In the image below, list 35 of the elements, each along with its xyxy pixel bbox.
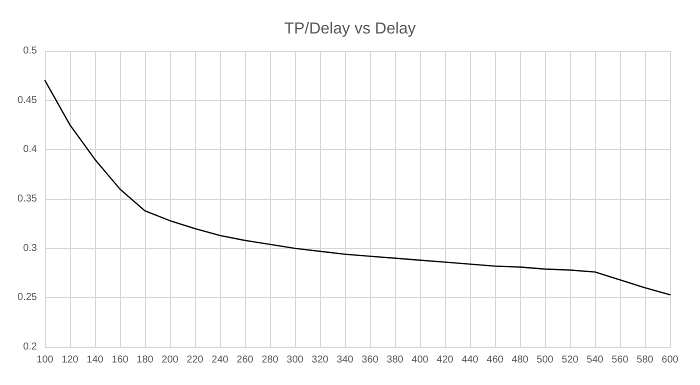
x-tick-label: 420 xyxy=(436,354,454,366)
x-tick-label: 320 xyxy=(312,354,329,366)
x-tick-label: 200 xyxy=(162,354,179,366)
x-tick-label: 380 xyxy=(386,354,404,366)
x-tick-label: 360 xyxy=(362,354,379,366)
x-tick-label: 160 xyxy=(112,354,129,366)
x-tick-label: 220 xyxy=(186,354,204,366)
y-tick-label: 0.2 xyxy=(23,342,38,352)
x-tick-label: 260 xyxy=(236,354,254,366)
y-tick-label: 0.35 xyxy=(18,194,38,204)
x-tick-label: 300 xyxy=(286,354,304,366)
line-series xyxy=(44,80,671,296)
x-tick-label: 600 xyxy=(662,354,679,366)
x-tick-label: 520 xyxy=(562,354,579,366)
chart-title: TP/Delay vs Delay xyxy=(284,20,416,38)
x-tick-label: 180 xyxy=(136,354,154,366)
x-tick-label: 460 xyxy=(486,354,504,366)
y-tick-label: 0.45 xyxy=(18,94,38,106)
y-tick-label: 0.4 xyxy=(23,144,38,156)
x-tick-label: 500 xyxy=(536,354,554,366)
y-tick-label: 0.5 xyxy=(23,46,38,56)
y-tick-label: 0.3 xyxy=(23,242,38,254)
x-tick-label: 340 xyxy=(336,354,354,366)
x-tick-label: 240 xyxy=(212,354,229,366)
x-tick-label: 120 xyxy=(62,354,79,366)
x-tick-label: 440 xyxy=(462,354,479,366)
x-tick-label: 560 xyxy=(612,354,629,366)
x-tick-label: 100 xyxy=(36,354,54,366)
x-tick-label: 140 xyxy=(86,354,104,366)
y-tick-label: 0.25 xyxy=(18,292,38,304)
x-tick-label: 280 xyxy=(262,354,279,366)
x-tick-label: 580 xyxy=(636,354,654,366)
x-tick-label: 540 xyxy=(586,354,604,366)
x-tick-label: 400 xyxy=(412,354,429,366)
x-tick-label: 480 xyxy=(512,354,529,366)
